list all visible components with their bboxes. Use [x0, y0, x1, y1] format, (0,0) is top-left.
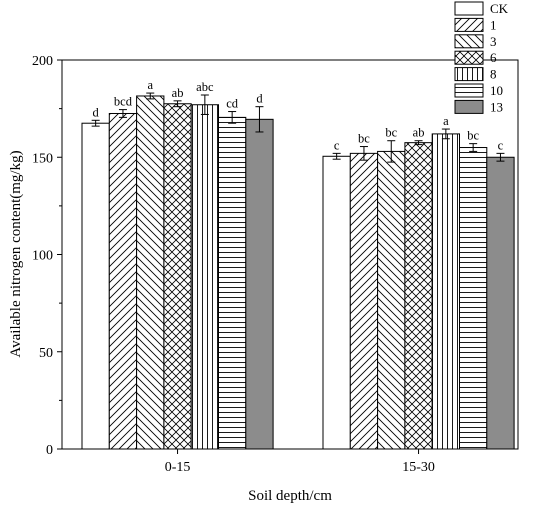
significance-label: bcd — [114, 95, 133, 109]
legend-label: 8 — [490, 67, 497, 82]
bar-13-15-30 — [486, 156, 515, 450]
x-tick-label: 0-15 — [165, 460, 191, 475]
bar-6-0-15 — [163, 103, 192, 450]
significance-label: a — [147, 78, 153, 92]
significance-label: ab — [172, 86, 184, 100]
bar-1-15-30 — [349, 152, 379, 450]
bar-6-15-30 — [404, 142, 433, 450]
y-axis: 0 50 100 150 200 — [32, 54, 62, 458]
bar-10-0-15 — [218, 116, 247, 450]
y-tick-label: 100 — [32, 249, 53, 264]
significance-label: bc — [467, 129, 479, 143]
significance-label: d — [93, 105, 100, 119]
x-axis: 0-15 15-30 — [165, 449, 435, 475]
bar-3-0-15 — [136, 95, 165, 450]
legend-label: CK — [490, 1, 509, 16]
bar-CK-15-30 — [322, 155, 351, 450]
y-tick-label: 200 — [32, 54, 53, 69]
legend-swatch-8 — [454, 67, 484, 82]
y-axis-title: Available nitrogen content(mg/kg) — [8, 150, 24, 357]
significance-label: ab — [413, 126, 425, 140]
legend-label: 3 — [490, 34, 497, 49]
y-tick-label: 150 — [32, 151, 53, 166]
significance-label: abc — [196, 80, 214, 94]
significance-label: d — [256, 92, 263, 106]
significance-label: bc — [358, 132, 370, 146]
y-tick-label: 50 — [39, 346, 53, 361]
legend-swatch-10 — [454, 83, 484, 98]
y-tick-label: 0 — [46, 443, 53, 458]
legend-label: 1 — [490, 17, 497, 32]
bar-13-0-15 — [245, 118, 274, 450]
bar-1-0-15 — [108, 112, 138, 450]
legend-swatch-CK — [454, 1, 484, 16]
legend-swatch-6 — [454, 50, 484, 65]
bar-8-0-15 — [190, 104, 219, 450]
legend-swatch-13 — [454, 99, 484, 114]
significance-label: bc — [385, 126, 397, 140]
significance-label: a — [443, 114, 449, 128]
x-axis-title: Soil depth/cm — [248, 488, 332, 504]
significance-label: cd — [226, 97, 239, 111]
bar-3-15-30 — [377, 150, 406, 450]
legend-label: 10 — [490, 83, 503, 98]
bar-8-15-30 — [431, 133, 461, 450]
legend-swatch-1 — [454, 17, 484, 32]
legend-label: 13 — [490, 99, 503, 114]
x-tick-label: 15-30 — [402, 460, 435, 475]
significance-label: c — [334, 138, 340, 152]
legend-swatch-3 — [454, 34, 484, 49]
significance-label: c — [498, 138, 504, 152]
bar-10-15-30 — [459, 147, 488, 450]
legend-label: 6 — [490, 50, 497, 65]
bar-CK-0-15 — [81, 122, 110, 450]
